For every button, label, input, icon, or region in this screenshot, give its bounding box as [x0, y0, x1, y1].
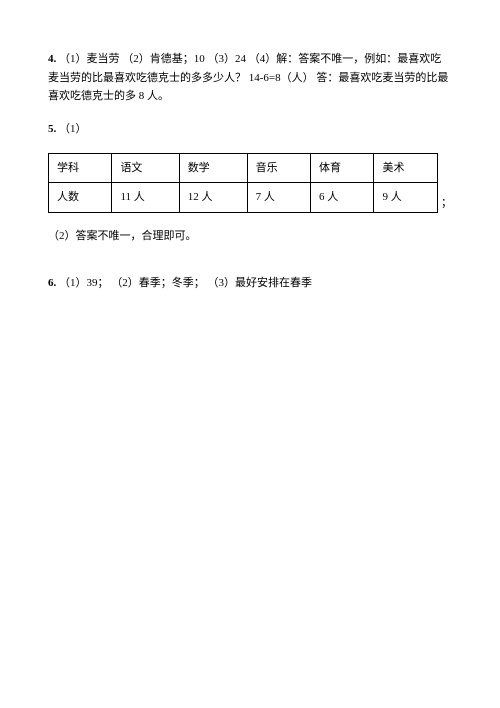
table-cell: 7 人 — [247, 183, 310, 213]
table-trailing-text: ； — [441, 194, 452, 213]
table-cell: 12 人 — [179, 183, 247, 213]
table-header-row: 学科 语文 数学 音乐 体育 美术 — [49, 153, 438, 183]
q5-part1-label: （1） — [59, 123, 87, 135]
table-header-cell: 数学 — [179, 153, 247, 183]
table-cell: 6 人 — [311, 183, 374, 213]
q6-text: （1）39； （2）春季；冬季； （3）最好安排在春季 — [59, 277, 312, 289]
question-5-label: 5. （1） — [48, 120, 452, 139]
table-header-cell: 学科 — [49, 153, 112, 183]
table-header-cell: 音乐 — [247, 153, 310, 183]
q6-number: 6. — [48, 277, 56, 289]
question-6: 6. （1）39； （2）春季；冬季； （3）最好安排在春季 — [48, 274, 452, 293]
table-header-cell: 体育 — [311, 153, 374, 183]
q5-part2: （2）答案不唯一，合理即可。 — [48, 227, 452, 246]
q4-text: （1）麦当劳 （2）肯德基；10 （3）24 （4）解：答案不唯一，例如：最喜欢… — [48, 53, 448, 102]
table-row: 人数 11 人 12 人 7 人 6 人 9 人 — [49, 183, 438, 213]
table-cell: 人数 — [49, 183, 112, 213]
table-cell: 11 人 — [112, 183, 179, 213]
table-header-cell: 美术 — [374, 153, 438, 183]
q5-number: 5. — [48, 123, 56, 135]
subject-table: 学科 语文 数学 音乐 体育 美术 人数 11 人 12 人 7 人 6 人 9… — [48, 153, 438, 213]
table-container: 学科 语文 数学 音乐 体育 美术 人数 11 人 12 人 7 人 6 人 9… — [48, 153, 452, 213]
q4-number: 4. — [48, 53, 56, 65]
table-header-cell: 语文 — [112, 153, 179, 183]
table-cell: 9 人 — [374, 183, 438, 213]
question-4: 4. （1）麦当劳 （2）肯德基；10 （3）24 （4）解：答案不唯一，例如：… — [48, 50, 452, 106]
